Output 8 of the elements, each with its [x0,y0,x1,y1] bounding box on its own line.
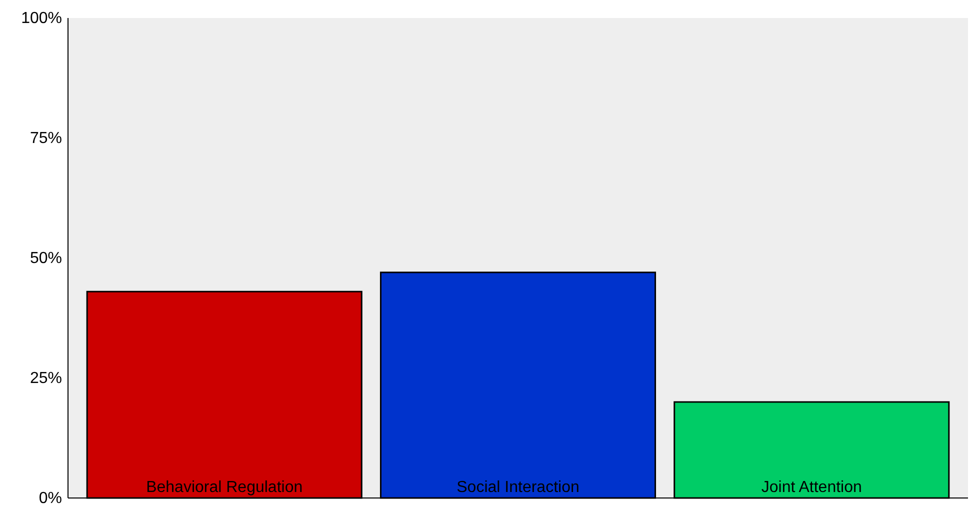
x-tick-label: Social Interaction [456,479,580,496]
y-tick-label: 0% [38,490,62,508]
y-tick-label: 75% [30,130,62,148]
y-tick-label: 50% [30,250,62,268]
y-tick-label: 100% [21,10,62,28]
x-tick-label: Behavioral Regulation [146,479,303,496]
x-tick-label: Joint Attention [761,479,862,496]
y-tick-label: 25% [30,370,62,388]
